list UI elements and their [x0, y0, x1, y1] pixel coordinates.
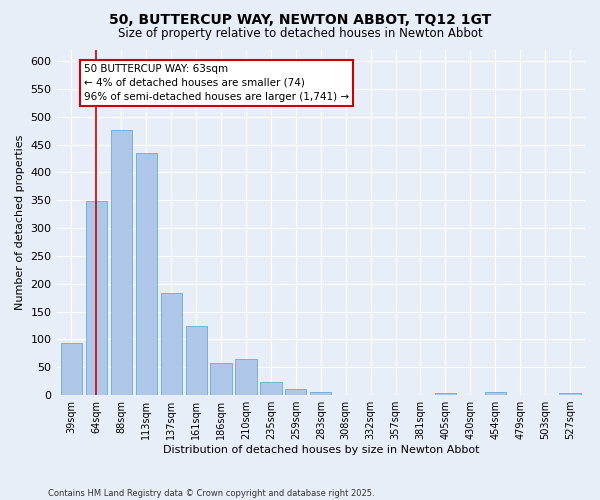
Bar	[485, 392, 506, 395]
Bar	[310, 392, 331, 395]
Bar	[285, 389, 307, 395]
Bar	[111, 130, 132, 395]
Bar	[136, 153, 157, 395]
Bar	[161, 293, 182, 395]
Bar	[235, 359, 257, 395]
Text: 50, BUTTERCUP WAY, NEWTON ABBOT, TQ12 1GT: 50, BUTTERCUP WAY, NEWTON ABBOT, TQ12 1G…	[109, 12, 491, 26]
Bar	[86, 201, 107, 395]
Text: Size of property relative to detached houses in Newton Abbot: Size of property relative to detached ho…	[118, 28, 482, 40]
Bar	[211, 364, 232, 395]
X-axis label: Distribution of detached houses by size in Newton Abbot: Distribution of detached houses by size …	[163, 445, 479, 455]
Bar	[185, 326, 207, 395]
Bar	[260, 382, 281, 395]
Text: 50 BUTTERCUP WAY: 63sqm
← 4% of detached houses are smaller (74)
96% of semi-det: 50 BUTTERCUP WAY: 63sqm ← 4% of detached…	[84, 64, 349, 102]
Bar	[435, 394, 456, 395]
Bar	[559, 393, 581, 395]
Bar	[61, 344, 82, 395]
Y-axis label: Number of detached properties: Number of detached properties	[15, 135, 25, 310]
Text: Contains HM Land Registry data © Crown copyright and database right 2025.: Contains HM Land Registry data © Crown c…	[48, 488, 374, 498]
